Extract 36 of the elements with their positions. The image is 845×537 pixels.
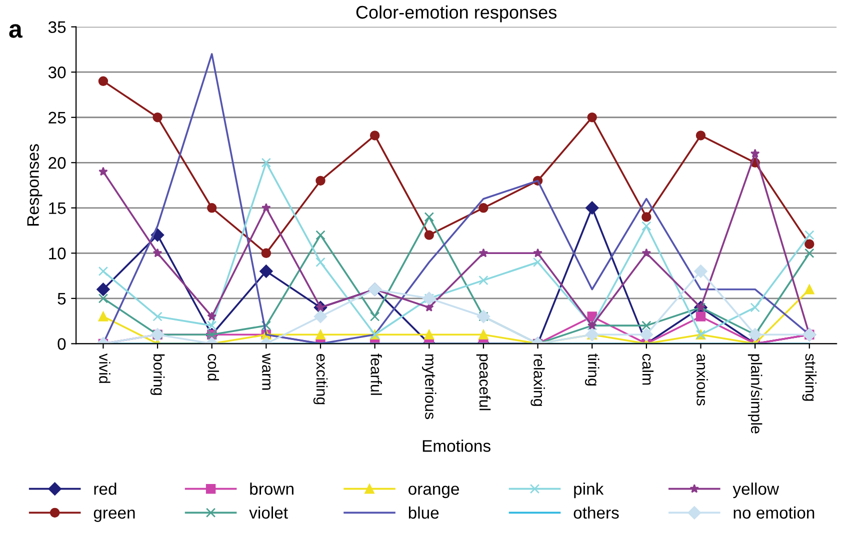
x-tick-label: plain/simple (748, 354, 762, 434)
y-tick-label: 35 (48, 21, 66, 34)
x-axis-title: Emotions (422, 440, 490, 452)
legend-label: no emotion (734, 506, 814, 519)
y-tick-label: 10 (49, 248, 66, 260)
x-tick-label: vivid (99, 353, 110, 383)
legend-label: orange (408, 486, 459, 498)
legend-label: red (94, 482, 116, 495)
chart-title: Color-emotion responses (356, 5, 557, 22)
y-tick-label: 25 (48, 112, 66, 124)
x-tick-label: anxious (696, 354, 708, 406)
legend-label: yellow (732, 482, 780, 498)
x-tick-label: fearful (370, 354, 382, 395)
y-tick-label: 20 (48, 157, 66, 169)
x-tick-label: warm (262, 353, 270, 390)
x-tick-label: striking (802, 354, 817, 401)
legend-label: green (94, 510, 135, 522)
legend-label: violet (249, 506, 288, 519)
legend-label: pink (574, 482, 604, 498)
y-tick-label: 0 (58, 338, 66, 350)
text: a (9, 24, 23, 38)
x-tick-label: relaxing (530, 354, 545, 406)
legend-label: brown (250, 482, 294, 495)
x-tick-label: cold (208, 354, 219, 380)
legend-label: blue (408, 506, 439, 519)
y-tick-label: 15 (49, 202, 66, 214)
y-axis-title: Responses (27, 144, 42, 226)
y-tick-label: 30 (48, 66, 66, 78)
x-tick-label: peaceful (476, 354, 491, 410)
legend-label: others (574, 506, 619, 519)
x-tick-label: calm (642, 354, 654, 385)
x-tick-label: boring (150, 354, 165, 395)
x-tick-label: tiring (584, 354, 600, 386)
x-tick-label: exciting (313, 354, 328, 404)
x-tick-label: myterious (422, 354, 436, 420)
y-tick-label: 5 (58, 292, 66, 305)
